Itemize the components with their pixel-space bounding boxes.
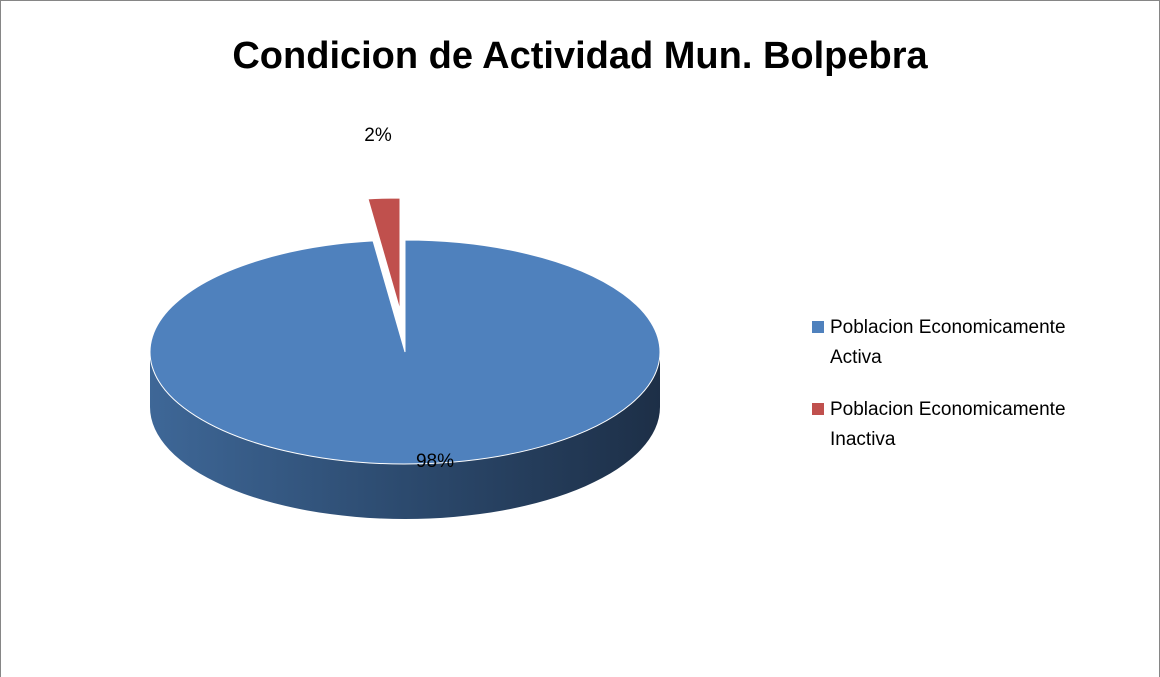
slice xyxy=(149,239,661,465)
legend-swatch xyxy=(812,321,824,333)
legend-item: Poblacion Economicamente Inactiva xyxy=(812,395,1120,455)
data-label: 2% xyxy=(364,125,392,146)
legend-label: Poblacion Economicamente Inactiva xyxy=(830,399,1066,450)
data-label: 98% xyxy=(416,451,454,472)
chart-title: Condicion de Actividad Mun. Bolpebra xyxy=(232,35,928,77)
pie: 98% 2% xyxy=(149,125,661,519)
legend-label: Poblacion Economicamente Activa xyxy=(830,317,1066,368)
slice-side xyxy=(150,352,660,519)
legend-item: Poblacion Economicamente Activa xyxy=(812,313,1120,373)
legend-swatch xyxy=(812,403,824,415)
slice xyxy=(367,197,401,311)
